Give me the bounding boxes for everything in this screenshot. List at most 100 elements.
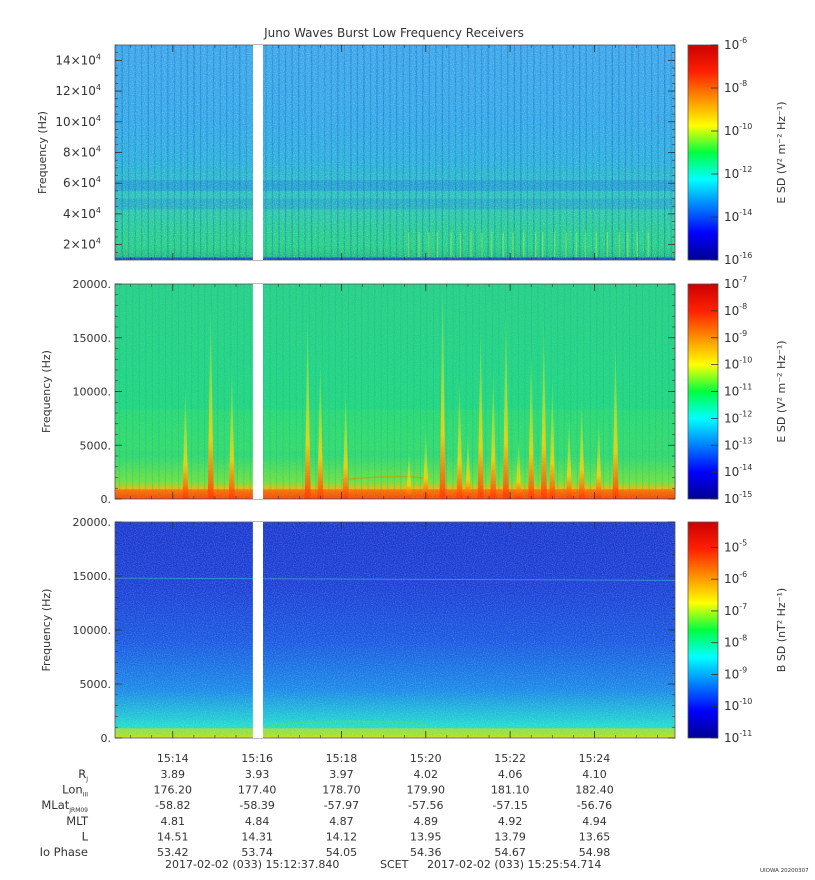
ephemeris-row-label: Io Phase <box>40 845 88 859</box>
y-axis-label: Frequency (Hz) <box>40 350 53 433</box>
y-tick-label: 4×104 <box>63 206 101 221</box>
ephemeris-value: 3.97 <box>329 768 354 781</box>
colorbar-tick-label: 10-11 <box>724 729 752 745</box>
ephemeris-value: -56.76 <box>577 799 612 812</box>
ephemeris-value: 4.94 <box>582 815 607 828</box>
y-tick-label: 20000. <box>73 516 112 529</box>
ephemeris-value: 53.42 <box>157 846 189 859</box>
ephemeris-value: 181.10 <box>491 784 530 797</box>
y-tick-label: 5000. <box>80 678 112 691</box>
ephemeris-row-label: LonIII <box>62 783 88 799</box>
ephemeris-value: 13.65 <box>579 830 611 843</box>
colorbar-tick-label: 10-6 <box>724 570 747 586</box>
ephemeris-row-label: L <box>82 829 89 843</box>
colorbar <box>687 521 719 739</box>
colorbar-tick-label: 10-7 <box>724 275 747 291</box>
ephemeris-value: 4.81 <box>161 815 186 828</box>
colorbar-tick-label: 10-9 <box>724 665 747 681</box>
colorbar <box>687 44 719 261</box>
data-gap <box>252 45 264 260</box>
colorbar-tick-label: 10-7 <box>724 602 747 618</box>
ephemeris-value: -57.56 <box>408 799 443 812</box>
y-tick-label: 15000. <box>73 570 112 583</box>
y-tick-label: 14×104 <box>55 52 101 67</box>
y-axis-label: Frequency (Hz) <box>40 589 53 672</box>
y-tick-label: 10×104 <box>55 114 101 129</box>
colorbar-tick-label: 10-14 <box>724 208 752 224</box>
colorbar-tick-label: 10-8 <box>724 79 747 95</box>
x-tick-label: 15:14 <box>157 752 189 765</box>
ephemeris-value: -58.39 <box>239 799 274 812</box>
ephemeris-row-label: MLatJRM09 <box>41 798 88 814</box>
panel3-noise <box>115 522 675 738</box>
colorbar-tick-label: 10-8 <box>724 302 747 318</box>
y-tick-label: 2×104 <box>63 237 101 252</box>
time-axis: 15:14 15:16 15:18 15:20 15:22 15:24 <box>157 752 610 765</box>
ephemeris-value: 4.06 <box>498 768 523 781</box>
ephemeris-value: 13.79 <box>494 830 526 843</box>
colorbar-tick-label: 10-13 <box>724 436 752 452</box>
colorbar-tick-label: 10-10 <box>724 697 752 713</box>
panel1-noise <box>115 45 675 260</box>
panel-bfield: 0.5000.10000.15000.20000.Frequency (Hz) … <box>40 516 788 745</box>
colorbar-tick-label: 10-12 <box>724 409 752 425</box>
colorbar-tick-label: 10-14 <box>724 463 752 479</box>
x-tick-label: 15:16 <box>241 752 273 765</box>
y-axis-label: Frequency (Hz) <box>36 111 49 194</box>
ephemeris-value: 4.84 <box>245 815 270 828</box>
footer-end-time: 2017-02-02 (033) 15:25:54.714 <box>427 858 601 871</box>
ephemeris-value: 14.12 <box>326 830 358 843</box>
colorbar-tick-label: 10-16 <box>724 251 752 267</box>
ephemeris-value: 3.89 <box>161 768 186 781</box>
ephemeris-row-label: RJ <box>78 767 88 783</box>
ephemeris-value: 182.40 <box>575 784 614 797</box>
ephemeris-value: 54.36 <box>410 846 442 859</box>
ephemeris-table: RJ 3.89 3.93 3.97 4.02 4.06 4.10 LonIII 176.20 17… <box>40 767 614 859</box>
x-tick-label: 15:18 <box>326 752 358 765</box>
data-gap <box>252 522 264 738</box>
colorbar-tick-label: 10-5 <box>724 538 747 554</box>
colorbar-tick-label: 10-10 <box>724 356 752 372</box>
ephemeris-value: 176.20 <box>154 784 193 797</box>
ephemeris-value: 54.98 <box>579 846 611 859</box>
ephemeris-value: 54.67 <box>494 846 526 859</box>
colorbar-tick-label: 10-15 <box>724 490 752 506</box>
ephemeris-row-label: MLT <box>66 814 89 828</box>
footer-scet: SCET <box>380 858 409 871</box>
y-tick-label: 15000. <box>73 332 112 345</box>
y-tick-label: 5000. <box>80 439 112 452</box>
ephemeris-value: 14.51 <box>157 830 189 843</box>
y-tick-label: 0. <box>101 732 112 745</box>
ephemeris-value: 179.90 <box>407 784 446 797</box>
ephemeris-value: 178.70 <box>322 784 361 797</box>
colorbar-label: E SD (V² m⁻² Hz⁻¹) <box>775 340 788 442</box>
ephemeris-value: -57.15 <box>492 799 527 812</box>
colorbar-tick-label: 10-8 <box>724 634 747 650</box>
ephemeris-value: 14.31 <box>241 830 273 843</box>
ephemeris-value: 4.02 <box>414 768 439 781</box>
colorbar-tick-label: 10-11 <box>724 383 752 399</box>
ephemeris-value: 4.89 <box>414 815 439 828</box>
y-tick-label: 10000. <box>73 386 112 399</box>
ephemeris-value: 177.40 <box>238 784 277 797</box>
ephemeris-value: 53.74 <box>241 846 273 859</box>
y-tick-label: 12×104 <box>55 83 101 98</box>
figure-title: Juno Waves Burst Low Frequency Receivers <box>263 26 524 40</box>
ephemeris-value: 54.05 <box>326 846 358 859</box>
y-tick-label: 6×104 <box>63 175 101 190</box>
y-tick-label: 10000. <box>73 624 112 637</box>
x-tick-label: 15:20 <box>410 752 442 765</box>
ephemeris-value: 3.93 <box>245 768 270 781</box>
data-gap <box>252 284 264 499</box>
colorbar-tick-label: 10-6 <box>724 36 747 52</box>
y-tick-label: 20000. <box>73 278 112 291</box>
ephemeris-value: -58.82 <box>155 799 190 812</box>
colorbar-label: B SD (nT² Hz⁻¹) <box>775 588 788 672</box>
ephemeris-value: -57.97 <box>324 799 359 812</box>
x-tick-label: 15:24 <box>579 752 611 765</box>
y-tick-label: 0. <box>101 493 112 506</box>
colorbar-label: E SD (V² m⁻² Hz⁻¹) <box>775 101 788 203</box>
footer-stamp: UIOWA 20200307 <box>760 868 809 874</box>
x-tick-label: 15:22 <box>494 752 526 765</box>
